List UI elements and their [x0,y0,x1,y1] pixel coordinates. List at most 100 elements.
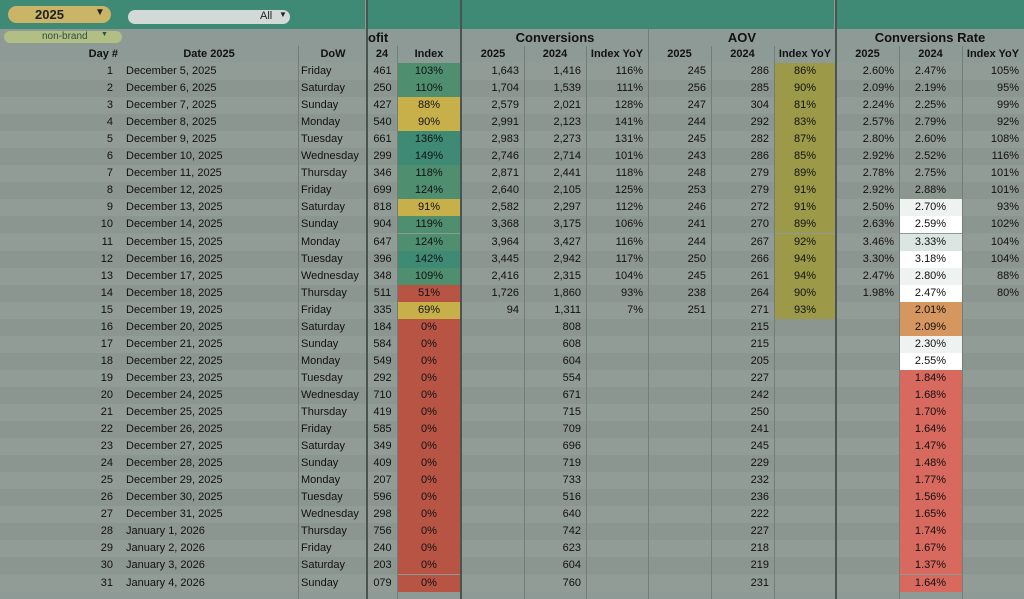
cell-aov-2025[interactable] [648,506,711,523]
header-cr-2025[interactable]: 2025 [855,48,880,60]
cell-day[interactable]: 14 [0,285,118,302]
header-aov-yoy[interactable]: Index YoY [778,48,832,60]
cell-aov-yoy[interactable] [774,575,836,592]
cell-profit-index[interactable]: 69% [398,301,460,319]
cell-profit-index[interactable]: 0% [398,318,460,336]
cell-cr-2024[interactable]: 2.01% [899,301,962,319]
cell-profit-2024[interactable]: 647 [368,234,397,251]
cell-cr-2025[interactable] [836,489,899,506]
cell-conv-2025[interactable]: 2,746 [462,148,524,165]
cell-day[interactable]: 30 [0,557,118,574]
cell-conv-2024[interactable]: 709 [524,421,586,438]
cell-cr-yoy[interactable] [962,302,1024,319]
cell-cr-2025[interactable] [836,506,899,523]
cell-cr-2024[interactable]: 2.88% [899,182,962,199]
cell-dow[interactable]: Wednesday [298,506,368,523]
cell-profit-2024[interactable]: 292 [368,370,397,387]
cell-day[interactable]: 23 [0,438,118,455]
cell-conv-2024[interactable]: 516 [524,489,586,506]
cell-conv-2024[interactable]: 554 [524,370,586,387]
cell-day[interactable]: 24 [0,455,118,472]
table-row[interactable]: 6 December 10, 2025 Wednesday 299 149% 2,746 2… [0,148,1024,166]
cell-profit-2024[interactable]: 419 [368,404,397,421]
cell-profit-2024[interactable]: 346 [368,165,397,182]
cell-profit-2024[interactable]: 299 [368,148,397,165]
cell-profit-index[interactable]: 51% [398,284,460,302]
cell-aov-2024[interactable]: 271 [711,302,774,319]
cell-cr-yoy[interactable]: 99% [962,97,1024,114]
cell-date[interactable]: December 7, 2025 [120,97,298,114]
cell-dow[interactable]: Monday [298,353,368,370]
cell-aov-yoy[interactable] [774,506,836,523]
cell-profit-index[interactable]: 0% [398,335,460,353]
cell-cr-yoy[interactable]: 104% [962,251,1024,268]
cell-aov-2024[interactable]: 272 [711,199,774,216]
cell-cr-2024[interactable]: 1.84% [899,369,962,387]
cell-aov-2025[interactable]: 256 [648,80,711,97]
cell-conv-2025[interactable]: 1,726 [462,285,524,302]
cell-cr-2025[interactable]: 1.98% [836,285,899,302]
cell-conv-yoy[interactable]: 128% [586,97,648,114]
cell-aov-2025[interactable]: 250 [648,251,711,268]
cell-conv-2025[interactable]: 2,991 [462,114,524,131]
cell-profit-2024[interactable]: 699 [368,182,397,199]
table-row[interactable]: 5 December 9, 2025 Tuesday 661 136% 2,983 2,27… [0,131,1024,149]
cell-conv-2024[interactable]: 1,539 [524,80,586,97]
table-row[interactable]: 20 December 24, 2025 Wednesday 710 0% 671 242 1… [0,386,1024,404]
cell-cr-2024[interactable]: 2.70% [899,199,962,217]
cell-profit-index[interactable]: 0% [398,489,460,507]
cell-dow[interactable]: Sunday [298,216,368,233]
cell-conv-yoy[interactable] [586,404,648,421]
cell-aov-2024[interactable]: 282 [711,131,774,148]
cell-cr-2024[interactable]: 1.48% [899,455,962,473]
cell-conv-2025[interactable] [462,540,524,557]
cell-aov-2024[interactable]: 270 [711,216,774,233]
cell-conv-2024[interactable]: 1,416 [524,63,586,80]
cell-dow[interactable]: Tuesday [298,489,368,506]
cell-date[interactable]: December 20, 2025 [120,318,298,336]
cell-dow[interactable]: Tuesday [298,131,368,148]
cell-profit-index[interactable]: 90% [398,114,460,132]
header-conv-2024[interactable]: 2024 [542,48,568,60]
cell-dow[interactable]: Monday [298,114,368,131]
cell-cr-yoy[interactable] [962,557,1024,574]
table-row[interactable]: 31 January 4, 2026 Sunday 079 0% 760 231 1.64% [0,574,1024,592]
cell-conv-2024[interactable]: 719 [524,455,586,472]
table-row[interactable]: 9 December 13, 2025 Saturday 818 91% 2,582 2,2… [0,199,1024,217]
cell-profit-index[interactable]: 110% [398,80,460,98]
cell-aov-yoy[interactable]: 87% [774,131,836,149]
cell-profit-index[interactable]: 136% [398,131,460,149]
cell-aov-2024[interactable]: 292 [711,114,774,131]
cell-dow[interactable]: Thursday [298,523,368,540]
cell-cr-2024[interactable]: 2.80% [899,267,962,285]
cell-conv-2025[interactable]: 2,416 [462,268,524,285]
cell-conv-2024[interactable]: 2,297 [524,199,586,216]
cell-cr-2024[interactable]: 2.47% [899,63,962,80]
cell-date[interactable]: December 27, 2025 [120,438,298,456]
cell-profit-index[interactable]: 0% [398,386,460,404]
cell-conv-2025[interactable]: 3,445 [462,251,524,268]
cell-cr-yoy[interactable]: 80% [962,285,1024,302]
table-row[interactable]: 18 December 22, 2025 Monday 549 0% 604 205 2.55… [0,352,1024,370]
cell-cr-2025[interactable]: 2.24% [836,97,899,114]
cell-cr-2025[interactable] [836,319,899,336]
cell-conv-2024[interactable]: 604 [524,353,586,370]
cell-conv-2025[interactable]: 2,579 [462,97,524,114]
cell-aov-2025[interactable]: 253 [648,182,711,199]
cell-cr-2025[interactable]: 2.57% [836,114,899,131]
cell-dow[interactable]: Friday [298,540,368,557]
header-conv-2025[interactable]: 2025 [480,48,506,60]
cell-conv-2025[interactable]: 2,582 [462,199,524,216]
cell-aov-2025[interactable] [648,557,711,574]
cell-aov-yoy[interactable] [774,370,836,387]
table-row[interactable]: 11 December 15, 2025 Monday 647 124% 3,964 3,4… [0,233,1024,251]
cell-cr-2025[interactable] [836,557,899,574]
cell-profit-index[interactable]: 0% [398,523,460,541]
cell-cr-yoy[interactable]: 116% [962,148,1024,165]
cell-aov-yoy[interactable]: 89% [774,165,836,183]
cell-profit-index[interactable]: 88% [398,97,460,115]
cell-conv-2025[interactable] [462,319,524,336]
cell-aov-2025[interactable] [648,404,711,421]
cell-aov-2024[interactable]: 236 [711,489,774,506]
cell-aov-2025[interactable] [648,472,711,489]
